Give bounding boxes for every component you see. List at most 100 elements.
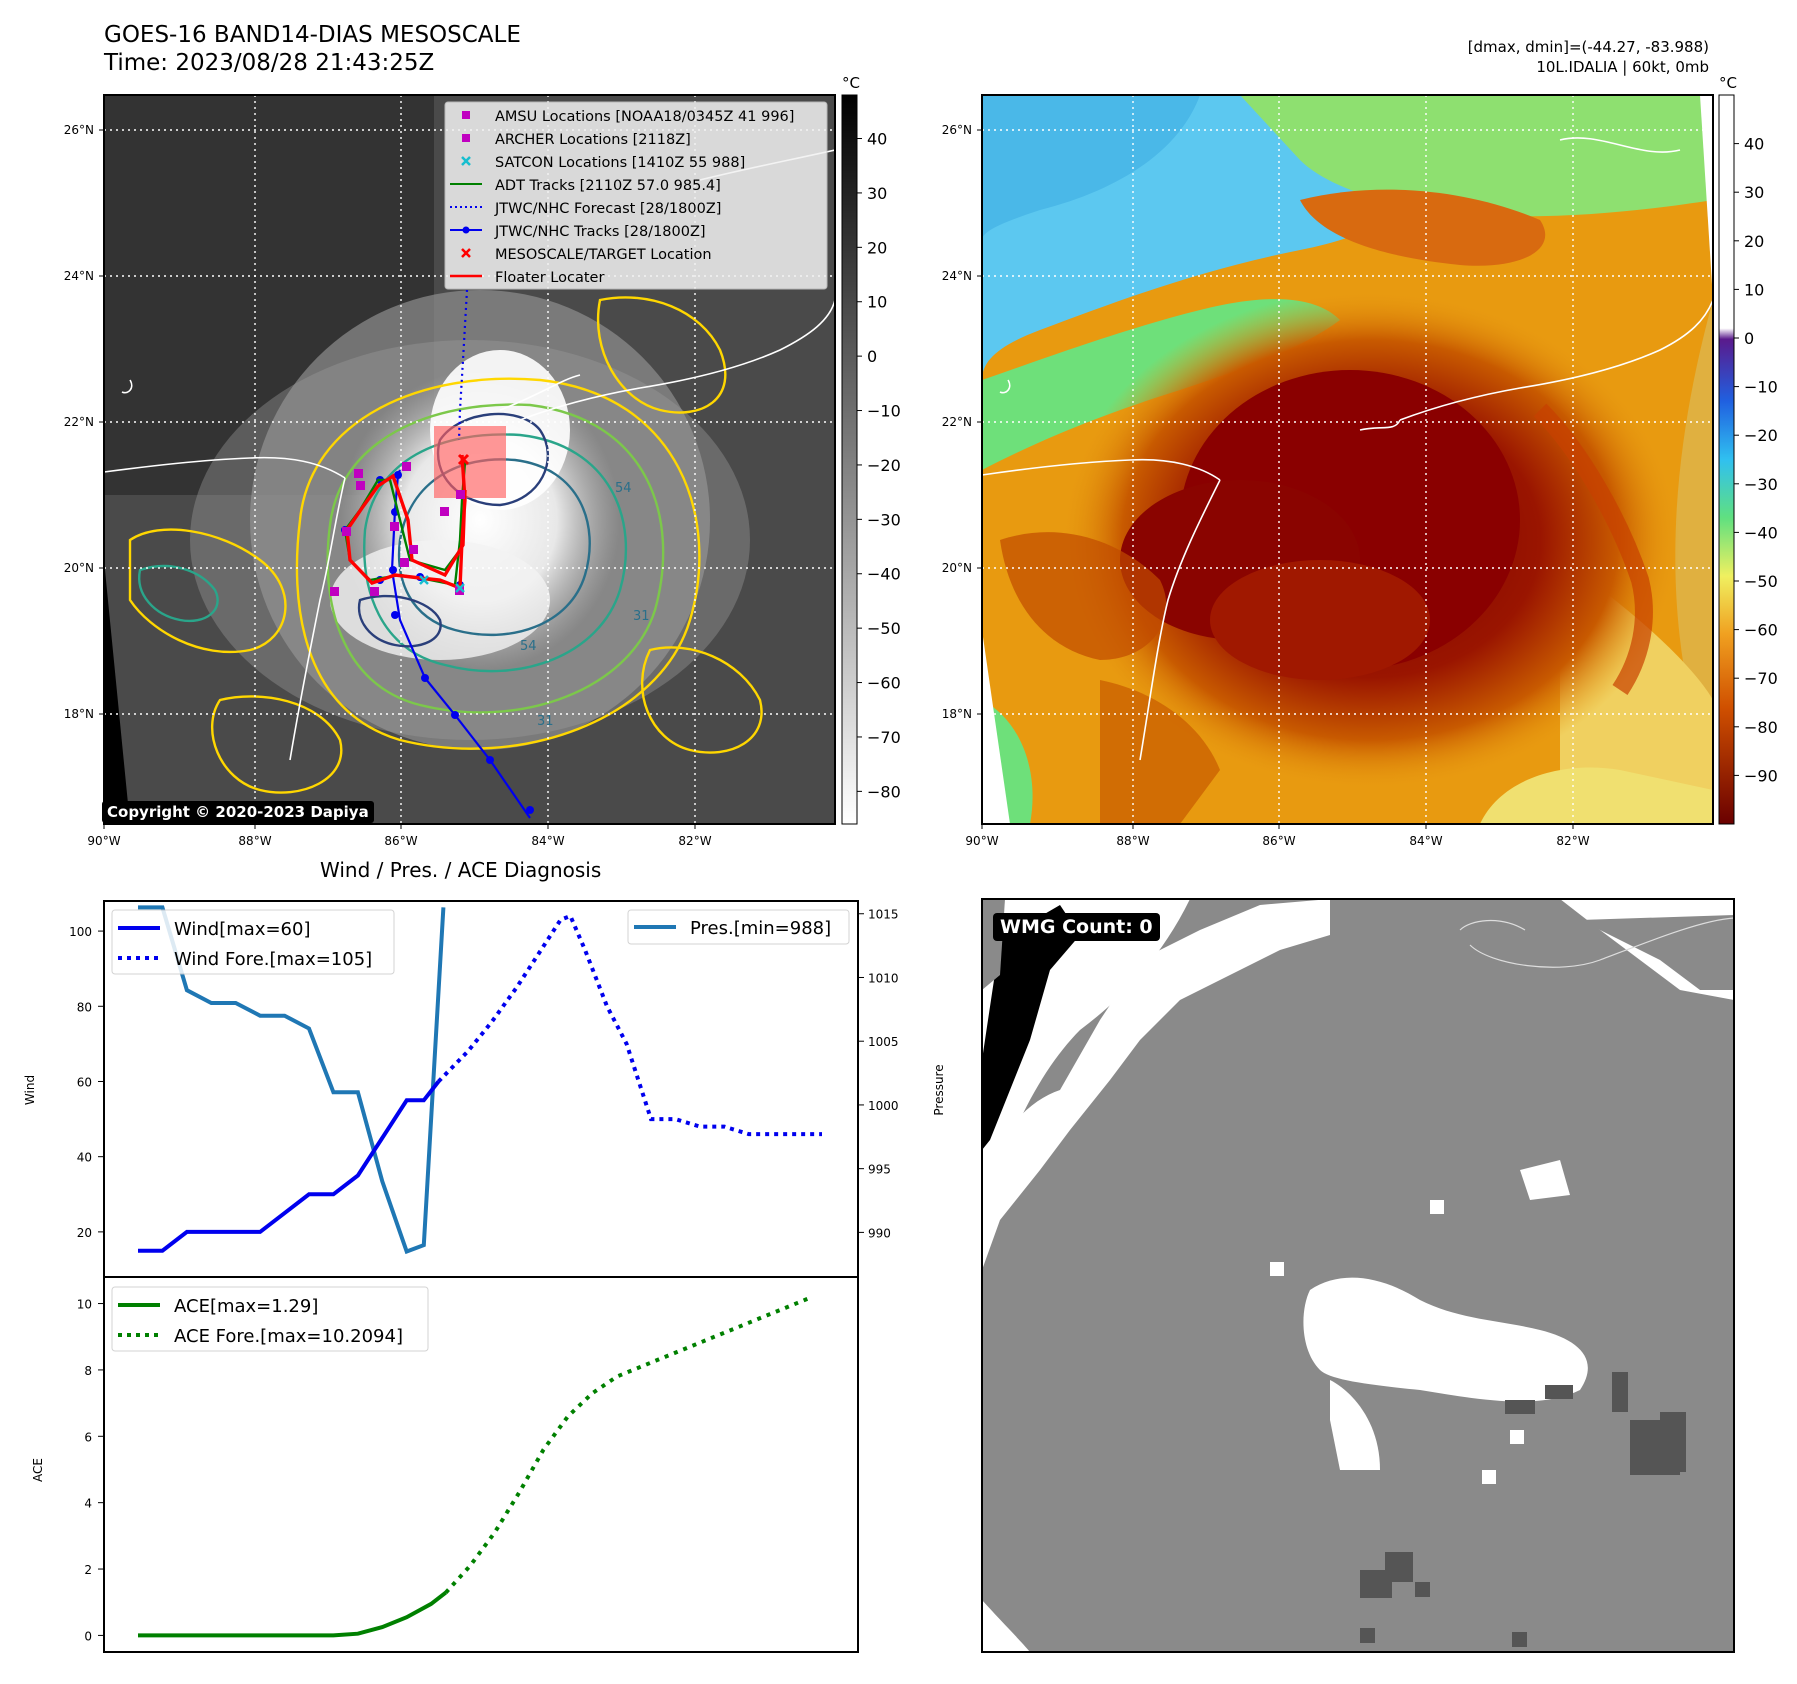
- wind-forecast-line: [437, 913, 822, 1137]
- lon-tick-label: 90°W: [87, 834, 120, 848]
- amsu-legend-icon: [462, 111, 470, 119]
- enhanced-map-axes: 26°N 24°N 22°N 20°N 18°N 90°W 88°W 86°W 84°W 82°…: [942, 123, 1590, 848]
- colorbar-unit: °C: [842, 74, 860, 92]
- lat-tick-label: 22°N: [942, 415, 972, 429]
- pressure-tick-label: 995: [868, 1163, 891, 1177]
- legend-label: JTWC/NHC Forecast [28/1800Z]: [494, 201, 721, 217]
- lat-tick-label: 18°N: [942, 707, 972, 721]
- lon-tick-label: 90°W: [965, 834, 998, 848]
- pressure-tick-label: 1015: [868, 908, 899, 922]
- colorbar-unit: °C: [1719, 74, 1737, 92]
- contour-label: 31: [537, 714, 554, 729]
- ir-colorbar: °C 40 30 20 10 0 −10 −20 −30 −40 −50 −60 −70 −80: [841, 74, 901, 825]
- storm-info: 10L.IDALIA | 60kt, 0mb: [1536, 58, 1709, 76]
- floater-track: [345, 454, 467, 591]
- contour-labels: 54 31 31 54: [520, 481, 650, 729]
- colorbar-tick-label: 40: [1744, 135, 1764, 154]
- legend-label: JTWC/NHC Tracks [28/1800Z]: [494, 224, 706, 240]
- legend-label: AMSU Locations [NOAA18/0345Z 41 996]: [495, 109, 794, 125]
- lat-tick-label: 24°N: [64, 269, 94, 283]
- archer-legend-icon: [462, 134, 470, 142]
- pressure-line: [138, 905, 446, 1255]
- colorbar-tick-label: 20: [867, 238, 887, 257]
- colorbar-tick-label: 20: [1744, 232, 1764, 251]
- enhanced-colorbar: °C 40 30 20 10 0 −10 −20 −30 −40 −50 −60 −70 −80 −90: [1718, 74, 1778, 825]
- colorbar-tick-label: 10: [1744, 280, 1764, 299]
- lat-tick-label: 22°N: [64, 415, 94, 429]
- lon-tick-label: 88°W: [238, 834, 271, 848]
- contour-label: 54: [615, 481, 632, 496]
- ace-forecast-line: [444, 1295, 813, 1594]
- ace-axis-label: ACE: [31, 1458, 45, 1482]
- ir-contours: [128, 296, 763, 794]
- lat-tick-label: 20°N: [64, 561, 94, 575]
- dmax-dmin-info: [dmax, dmin]=(-44.27, -83.988): [1467, 38, 1709, 56]
- ace-tick-label: 10: [77, 1298, 92, 1312]
- ace-tick-label: 0: [84, 1629, 92, 1643]
- colorbar-tick-label: 40: [867, 130, 887, 149]
- colorbar-tick-label: −10: [1744, 378, 1778, 397]
- colorbar-tick-label: −80: [1744, 718, 1778, 737]
- colorbar-tick-label: −20: [1744, 426, 1778, 445]
- colorbar-tick-label: −50: [1744, 572, 1778, 591]
- pressure-legend-label: Pres.[min=988]: [690, 918, 831, 939]
- pressure-tick-label: 990: [868, 1226, 891, 1240]
- colorbar-tick-label: −80: [867, 782, 901, 801]
- wind-pressure-plot: 20 40 60 80 100 990 995 1000 1005 1010 1015 Wind P…: [23, 900, 946, 1278]
- ace-tick-label: 6: [84, 1430, 92, 1444]
- lat-tick-label: 18°N: [64, 707, 94, 721]
- ace-plot: 0 2 4 6 8 10 ACE ACE[max=1.29] ACE Fore.[max=…: [31, 1276, 859, 1653]
- colorbar-tick-label: 30: [1744, 183, 1764, 202]
- lat-tick-label: 24°N: [942, 269, 972, 283]
- lon-tick-label: 82°W: [678, 834, 711, 848]
- mesoscale-box: [434, 426, 506, 498]
- ace-tick-label: 2: [84, 1563, 92, 1577]
- colorbar-tick-label: −20: [867, 456, 901, 475]
- wind-legend: Wind[max=60] Wind Fore.[max=105]: [111, 909, 395, 975]
- colorbar-tick-label: −30: [867, 510, 901, 529]
- colorbar-tick-label: 10: [867, 293, 887, 312]
- colorbar-tick-label: −50: [867, 619, 901, 638]
- amsu-markers: [330, 462, 465, 596]
- satcon-markers: [419, 575, 465, 593]
- wind-forecast-legend-label: Wind Fore.[max=105]: [174, 949, 372, 970]
- lon-tick-label: 86°W: [384, 834, 417, 848]
- lon-tick-label: 86°W: [1262, 834, 1295, 848]
- pressure-tick-label: 1000: [868, 1099, 899, 1113]
- wind-tick-label: 100: [69, 925, 92, 939]
- mesoscale-target-marker: [457, 453, 470, 466]
- wind-tick-label: 20: [77, 1226, 92, 1240]
- lon-tick-label: 84°W: [531, 834, 564, 848]
- colorbar-tick-label: −30: [1744, 475, 1778, 494]
- lon-tick-label: 82°W: [1556, 834, 1589, 848]
- wmg-frame: [981, 898, 1735, 1653]
- wmg-count-badge: WMG Count: 0: [993, 913, 1160, 941]
- target-legend-icon: [461, 248, 471, 258]
- pressure-legend: Pres.[min=988]: [627, 909, 850, 945]
- contour-label: 54: [520, 639, 537, 654]
- lat-tick-label: 26°N: [942, 123, 972, 137]
- wmg-panel: [982, 899, 1734, 1652]
- wind-tick-label: 60: [77, 1075, 92, 1089]
- wind-tick-label: 40: [77, 1151, 92, 1165]
- pressure-tick-label: 1010: [868, 971, 899, 985]
- ace-line: [138, 1591, 448, 1638]
- enhanced-ir-map-panel: [982, 95, 1713, 824]
- lon-tick-label: 84°W: [1409, 834, 1442, 848]
- wind-axis-label: Wind: [23, 1075, 37, 1105]
- lon-tick-label: 88°W: [1116, 834, 1149, 848]
- ace-tick-label: 4: [84, 1497, 92, 1511]
- wmg-dark-cells: [1360, 1372, 1686, 1647]
- ace-tick-label: 8: [84, 1364, 92, 1378]
- colorbar-tick-label: −40: [867, 565, 901, 584]
- map-legend: AMSU Locations [NOAA18/0345Z 41 996] ARC…: [444, 101, 828, 290]
- colorbar-tick-label: −10: [867, 402, 901, 421]
- wind-tick-label: 80: [77, 1000, 92, 1014]
- legend-label: ADT Tracks [2110Z 57.0 985.4]: [495, 178, 721, 194]
- wind-legend-label: Wind[max=60]: [174, 919, 311, 940]
- ace-forecast-legend-label: ACE Fore.[max=10.2094]: [174, 1326, 403, 1347]
- ir-map-axes: 26°N 24°N 22°N 20°N 18°N 90°W 88°W 86°W 84°W 82°…: [64, 123, 712, 848]
- legend-label: SATCON Locations [1410Z 55 988]: [495, 155, 745, 171]
- enhanced-map-frame: [981, 94, 1714, 825]
